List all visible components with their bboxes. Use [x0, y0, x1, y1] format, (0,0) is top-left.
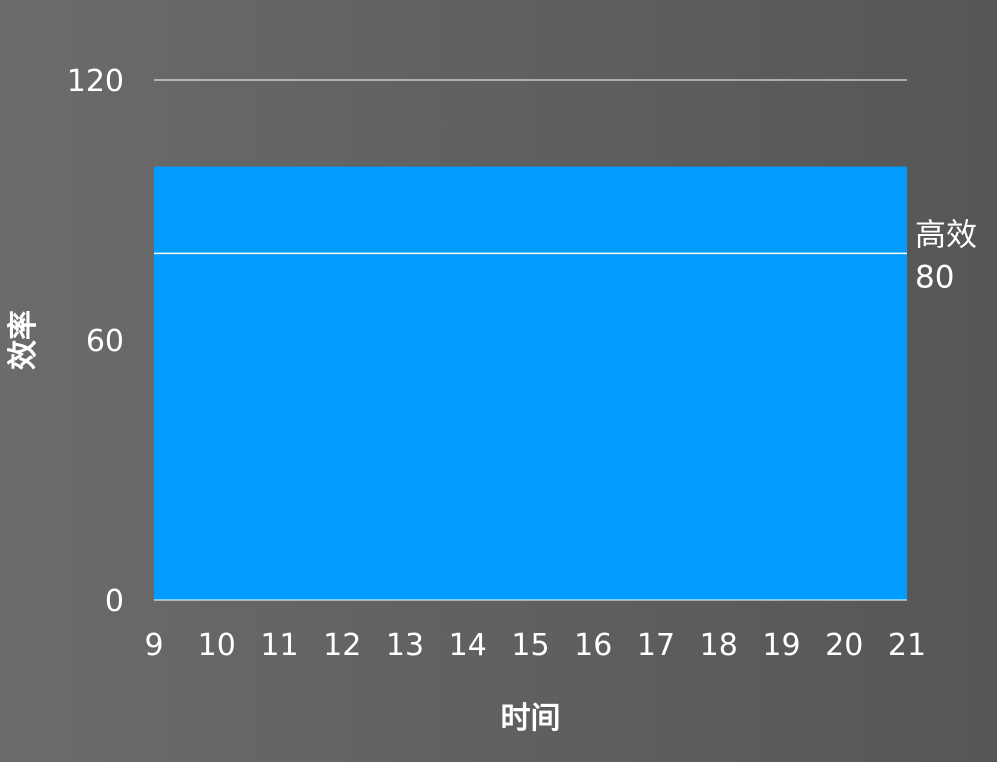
x-tick-label: 15 [511, 628, 549, 663]
x-tick-label: 17 [637, 628, 675, 663]
reference-line-label: 高效 [915, 217, 977, 253]
x-axis-ticks: 9 10 11 12 13 14 15 16 17 18 19 20 21 [144, 628, 926, 663]
y-axis-title: 效率 [6, 310, 41, 370]
x-tick-label: 12 [323, 628, 361, 663]
x-tick-label: 9 [144, 628, 163, 663]
x-tick-label: 11 [260, 628, 298, 663]
y-tick-label: 0 [105, 584, 124, 619]
x-tick-label: 18 [700, 628, 738, 663]
x-tick-label: 16 [574, 628, 612, 663]
x-axis-title: 时间 [501, 701, 561, 736]
y-tick-label: 120 [67, 64, 124, 99]
y-axis-ticks: 0 60 120 [67, 64, 124, 619]
area-series-0 [154, 166, 907, 600]
y-tick-label: 60 [86, 324, 124, 359]
x-tick-label: 13 [386, 628, 424, 663]
x-tick-label: 14 [449, 628, 487, 663]
x-tick-label: 21 [888, 628, 926, 663]
area-layer [154, 166, 907, 600]
x-tick-label: 19 [762, 628, 800, 663]
reference-line-value: 80 [915, 259, 954, 295]
x-tick-label: 10 [198, 628, 236, 663]
x-tick-label: 20 [825, 628, 863, 663]
